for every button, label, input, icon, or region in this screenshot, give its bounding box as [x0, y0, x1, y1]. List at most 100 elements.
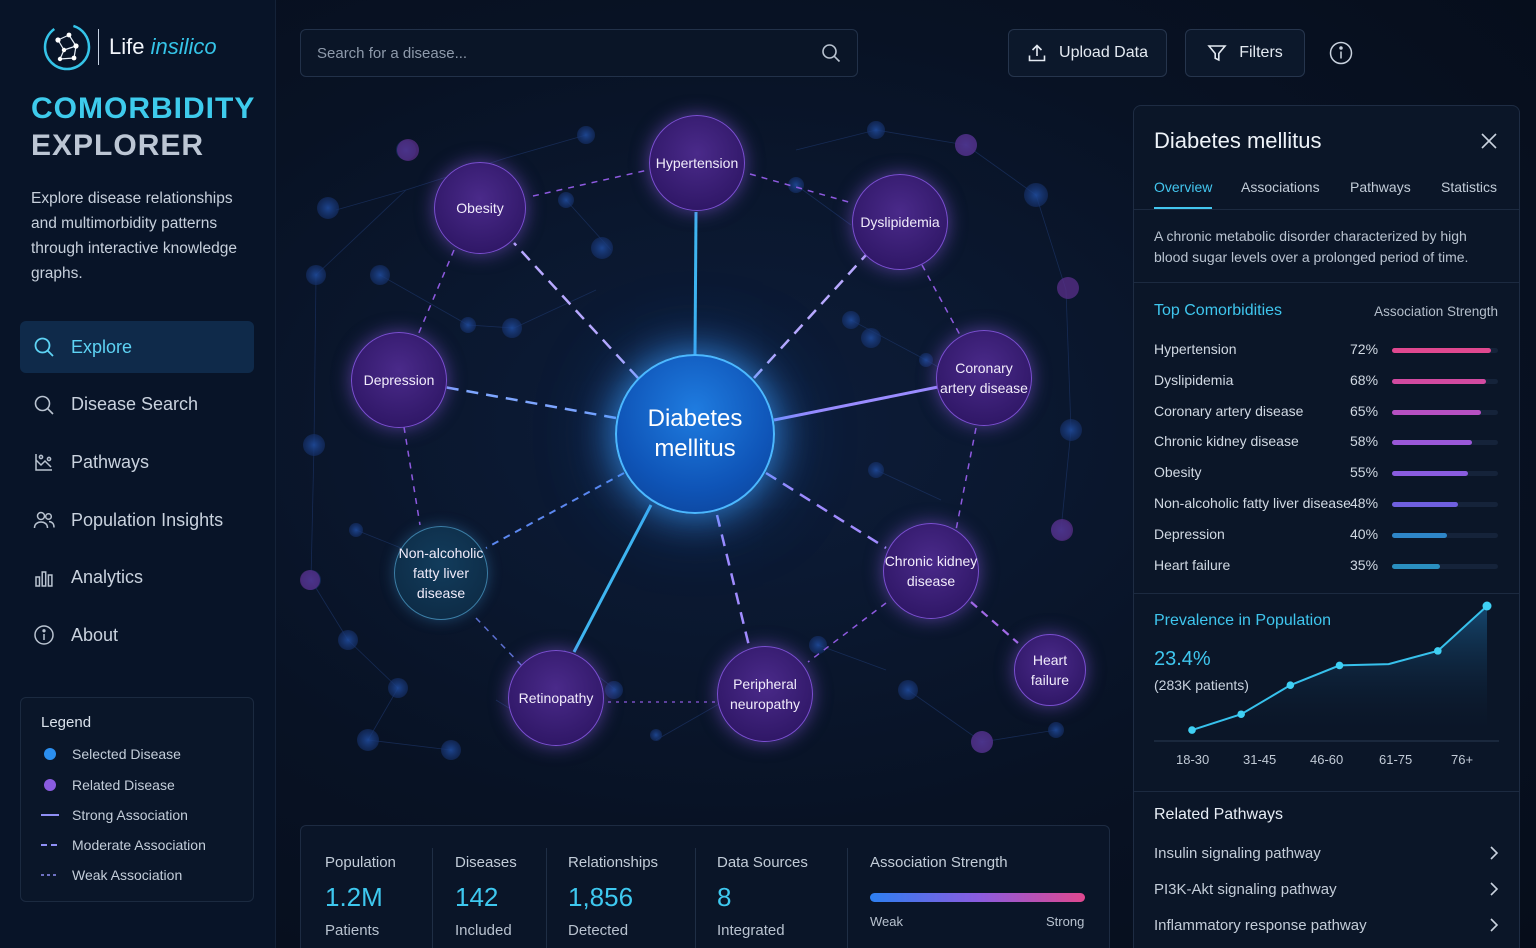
legend-item-related: Related Disease [41, 777, 175, 793]
close-icon[interactable] [1478, 130, 1500, 152]
pathway-label: Insulin signaling pathway [1154, 845, 1321, 862]
node-chronic-kidney-disease[interactable]: Chronic kidney disease [883, 523, 979, 619]
nav-item-population-insights[interactable]: Population Insights [20, 494, 254, 546]
stat-sub: Detected [568, 922, 629, 939]
node-label: artery disease [940, 380, 1028, 396]
prevalence-point [1188, 726, 1196, 734]
comorbidity-row[interactable]: Coronary artery disease 65% [1154, 401, 1499, 423]
nav-item-pathways[interactable]: Pathways [20, 436, 254, 488]
x-tick-label: 46-60 [1310, 752, 1344, 767]
x-tick-label: 31-45 [1243, 752, 1277, 767]
prevalence-point [1237, 710, 1245, 719]
stat-sub: Integrated [717, 922, 785, 939]
prevalence-point [1286, 681, 1295, 689]
nav-item-about[interactable]: About [20, 609, 254, 661]
comorbidity-percent: 65% [1350, 402, 1379, 419]
strength-bar-track [1392, 409, 1498, 415]
divider [847, 848, 848, 948]
legend-label: Moderate Association [72, 837, 206, 853]
sidebar-nav: Explore Disease Search Pathways Populati… [20, 321, 254, 667]
comorbidity-row[interactable]: Dyslipidemia 68% [1154, 370, 1499, 392]
comorbidity-row[interactable]: Hypertension 72% [1154, 339, 1499, 361]
app-title-line1: COMORBIDITY [31, 92, 256, 125]
node-label: Chronic kidney [884, 553, 978, 569]
node-nafld[interactable]: Non-alcoholic fatty liver disease [394, 526, 488, 620]
nav-item-analytics[interactable]: Analytics [20, 552, 254, 604]
comorbidity-name: Chronic kidney disease [1154, 433, 1299, 450]
node-label: Non-alcoholic [398, 545, 484, 561]
strength-strong-label: Strong [1046, 914, 1085, 929]
node-heart-failure[interactable]: Heart failure [1014, 634, 1086, 706]
tab-associations[interactable]: Associations [1241, 179, 1320, 195]
node-label: neuropathy [729, 696, 801, 712]
node-label: fatty liver [412, 565, 469, 581]
brand-name: Life insilico [109, 34, 217, 60]
strength-bar-track [1392, 502, 1498, 507]
comorbidity-percent: 55% [1350, 464, 1379, 481]
comorbidity-row[interactable]: Non-alcoholic fatty liver disease 48% [1154, 493, 1499, 515]
tab-overview[interactable]: Overview [1154, 179, 1213, 195]
stat-label: Population [325, 854, 396, 871]
comorbidity-percent: 68% [1350, 371, 1379, 388]
brand-life: Life [109, 34, 145, 59]
stat-label: Data Sources [717, 854, 808, 871]
node-coronary-artery-disease[interactable]: Coronary artery disease [936, 330, 1032, 426]
prevalence-point [1434, 647, 1442, 655]
x-tick-label: 61-75 [1379, 752, 1413, 767]
stats-bar: Population 1.2M Patients Diseases 142 In… [300, 825, 1110, 948]
comorbidity-row[interactable]: Heart failure 35% [1154, 555, 1499, 577]
comorbidity-percent: 48% [1350, 495, 1379, 511]
pathway-item[interactable]: PI3K-Akt signaling pathway [1154, 881, 1499, 898]
pathway-item[interactable]: Insulin signaling pathway [1154, 845, 1499, 862]
node-hypertension[interactable]: Hypertension [649, 115, 745, 211]
knowledge-graph[interactable]: Hypertension Obesity Dyslipidemia Depres… [276, 90, 1126, 810]
tab-pathways[interactable]: Pathways [1350, 179, 1411, 195]
center-label: Diabetes [647, 405, 743, 432]
node-label: Hypertension [655, 155, 739, 171]
node-label: Depression [363, 372, 435, 388]
filters-button[interactable]: Filters [1185, 29, 1305, 77]
node-depression[interactable]: Depression [351, 332, 447, 428]
nav-label: About [71, 624, 119, 645]
node-obesity[interactable]: Obesity [434, 162, 526, 254]
legend-item-moderate: Moderate Association [41, 837, 206, 853]
nav-item-disease-search[interactable]: Disease Search [20, 379, 254, 431]
prevalence-title: Prevalence in Population [1154, 612, 1332, 629]
node-diabetes-mellitus-selected[interactable]: Diabetes mellitus [615, 354, 775, 514]
comorbidity-name: Obesity [1154, 464, 1202, 481]
info-icon [32, 623, 56, 647]
comorbidity-row[interactable]: Depression 40% [1154, 524, 1499, 546]
search-bar[interactable] [300, 29, 858, 77]
pathway-label: PI3K-Akt signaling pathway [1154, 881, 1337, 898]
tab-statistics[interactable]: Statistics [1441, 179, 1498, 195]
nav-item-explore[interactable]: Explore [20, 321, 254, 373]
upload-data-button[interactable]: Upload Data [1008, 29, 1167, 77]
node-retinopathy[interactable]: Retinopathy [508, 650, 604, 746]
search-input[interactable] [317, 44, 821, 62]
stat-label: Relationships [568, 854, 659, 871]
comorbidity-row[interactable]: Obesity 55% [1154, 462, 1499, 484]
bar-chart-icon [32, 566, 56, 590]
stat-value: 142 [455, 882, 499, 912]
node-label: Obesity [456, 200, 504, 216]
prevalence-value: 23.4% [1154, 648, 1211, 670]
divider [1134, 209, 1519, 210]
node-peripheral-neuropathy[interactable]: Peripheral neuropathy [717, 646, 813, 742]
panel-title: Diabetes mellitus [1154, 128, 1322, 153]
association-edges [403, 169, 1019, 703]
strength-bar-track [1392, 563, 1498, 569]
info-icon[interactable] [1328, 40, 1354, 66]
upload-label: Upload Data [1059, 44, 1148, 61]
logo[interactable]: Life insilico [42, 22, 217, 72]
legend: Legend Selected Disease Related Disease … [20, 697, 254, 902]
comorbidity-row[interactable]: Chronic kidney disease 58% [1154, 431, 1499, 453]
pathway-item[interactable]: Inflammatory response pathway [1154, 917, 1499, 934]
logo-divider [98, 29, 99, 65]
divider [1134, 593, 1519, 594]
search-icon [32, 393, 56, 417]
node-dyslipidemia[interactable]: Dyslipidemia [852, 174, 948, 270]
search-icon[interactable] [821, 43, 841, 63]
related-dot-icon [41, 779, 59, 791]
filter-icon [1207, 45, 1227, 62]
node-label: disease [906, 573, 956, 589]
